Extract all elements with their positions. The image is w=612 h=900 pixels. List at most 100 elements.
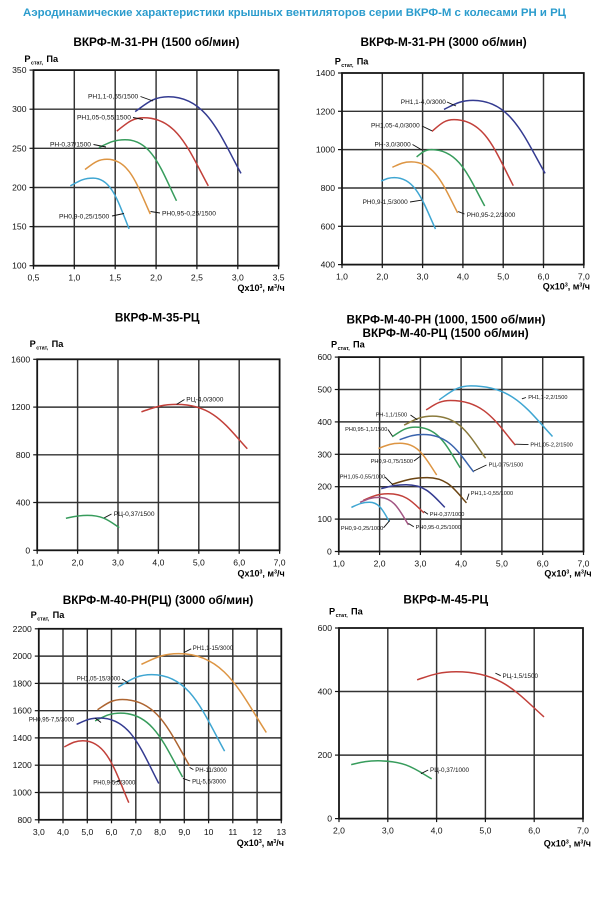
svg-text:2,0: 2,0 <box>376 272 388 282</box>
svg-text:Qx103, м3/ч: Qx103, м3/ч <box>544 839 591 849</box>
svg-text:400: 400 <box>16 498 31 508</box>
svg-text:1,5: 1,5 <box>109 273 121 283</box>
svg-text:1000: 1000 <box>13 788 32 798</box>
svg-text:5,0: 5,0 <box>479 826 491 836</box>
svg-text:РЦ-0,37/1000: РЦ-0,37/1000 <box>430 767 469 774</box>
svg-text:6,0: 6,0 <box>106 827 118 837</box>
svg-text:2000: 2000 <box>13 651 32 661</box>
svg-text:400: 400 <box>321 260 336 270</box>
svg-text:РН1,1-0,55/1500: РН1,1-0,55/1500 <box>88 93 139 100</box>
svg-text:0: 0 <box>327 814 332 824</box>
svg-text:РН1,05-0,55/1000: РН1,05-0,55/1000 <box>340 475 385 481</box>
svg-text:2,0: 2,0 <box>374 559 386 569</box>
svg-text:3,0: 3,0 <box>232 273 244 283</box>
svg-text:100: 100 <box>12 261 27 271</box>
svg-text:Qx103, м3/ч: Qx103, м3/ч <box>544 568 591 578</box>
svg-text:2,5: 2,5 <box>191 273 203 283</box>
svg-text:РН1,05-4,0/3000: РН1,05-4,0/3000 <box>371 123 420 130</box>
svg-text:12: 12 <box>252 827 262 837</box>
svg-text:0: 0 <box>25 545 30 555</box>
svg-text:РЦ-1,5/1500: РЦ-1,5/1500 <box>503 673 539 680</box>
svg-text:РН0,95-2,2/3000: РН0,95-2,2/3000 <box>467 212 516 219</box>
svg-text:11: 11 <box>228 827 237 837</box>
svg-text:ВКРФ-М-31-РН (1500 об/мин): ВКРФ-М-31-РН (1500 об/мин) <box>73 35 239 49</box>
svg-text:5,0: 5,0 <box>497 272 509 282</box>
svg-text:400: 400 <box>317 417 332 427</box>
svg-text:7,0: 7,0 <box>130 827 142 837</box>
svg-text:3,5: 3,5 <box>273 273 285 283</box>
svg-text:стат,: стат, <box>336 613 349 619</box>
svg-text:Qx103, м3/ч: Qx103, м3/ч <box>543 282 590 292</box>
svg-text:7,0: 7,0 <box>577 826 589 836</box>
svg-text:1600: 1600 <box>13 706 32 716</box>
svg-text:2,0: 2,0 <box>150 273 162 283</box>
svg-text:1200: 1200 <box>11 402 30 412</box>
svg-text:РЦ-5,5/3000: РЦ-5,5/3000 <box>192 779 226 785</box>
svg-text:400: 400 <box>318 687 333 697</box>
svg-text:4,0: 4,0 <box>455 559 467 569</box>
svg-text:6,0: 6,0 <box>537 559 549 569</box>
svg-text:1200: 1200 <box>316 106 335 116</box>
svg-text:5,0: 5,0 <box>496 559 508 569</box>
svg-text:7,0: 7,0 <box>274 557 286 567</box>
svg-text:Па: Па <box>357 57 370 67</box>
svg-text:2,0: 2,0 <box>72 557 84 567</box>
svg-text:P: P <box>335 57 341 67</box>
svg-text:1800: 1800 <box>13 678 32 688</box>
svg-text:Па: Па <box>351 607 364 617</box>
svg-text:Па: Па <box>46 54 59 64</box>
svg-text:3,0: 3,0 <box>382 826 394 836</box>
svg-text:1,0: 1,0 <box>31 557 43 567</box>
svg-text:ВКРФ-М-40-РН (1000, 1500 об/ми: ВКРФ-М-40-РН (1000, 1500 об/мин) <box>347 313 546 327</box>
svg-text:200: 200 <box>12 183 27 193</box>
svg-text:350: 350 <box>12 65 27 75</box>
svg-text:РН0,95-0,25/1500: РН0,95-0,25/1500 <box>162 210 216 217</box>
svg-text:РН1,05-0,55/1500: РН1,05-0,55/1500 <box>77 114 131 121</box>
svg-text:3,0: 3,0 <box>417 272 429 282</box>
svg-text:300: 300 <box>317 449 332 459</box>
svg-text:600: 600 <box>317 352 332 362</box>
svg-text:стат,: стат, <box>37 616 50 622</box>
svg-text:7,0: 7,0 <box>578 559 590 569</box>
svg-text:2200: 2200 <box>13 624 32 634</box>
svg-text:600: 600 <box>321 221 336 231</box>
svg-text:6,0: 6,0 <box>233 557 245 567</box>
svg-text:стат,: стат, <box>31 60 44 66</box>
svg-text:500: 500 <box>317 385 332 395</box>
svg-text:РН1,1-0,55/1000: РН1,1-0,55/1000 <box>471 491 513 497</box>
svg-text:8,0: 8,0 <box>154 827 166 837</box>
svg-text:1400: 1400 <box>316 68 335 78</box>
svg-text:5,0: 5,0 <box>81 827 93 837</box>
svg-text:ВКРФ-М-40-РН(РЦ) (3000 об/мин): ВКРФ-М-40-РН(РЦ) (3000 об/мин) <box>63 593 254 607</box>
svg-text:P: P <box>331 340 337 350</box>
svg-text:P: P <box>24 54 30 64</box>
svg-text:2,0: 2,0 <box>333 826 345 836</box>
svg-text:250: 250 <box>12 143 27 153</box>
svg-text:ВКРФ-М-31-РН (3000 об/мин): ВКРФ-М-31-РН (3000 об/мин) <box>361 35 527 49</box>
svg-text:100: 100 <box>317 514 332 524</box>
svg-text:Qx103, м3/ч: Qx103, м3/ч <box>237 838 284 848</box>
svg-text:13: 13 <box>277 827 287 837</box>
svg-text:РН0,9-0,25/1000: РН0,9-0,25/1000 <box>341 526 383 532</box>
svg-text:200: 200 <box>318 750 333 760</box>
svg-text:9,0: 9,0 <box>178 827 190 837</box>
svg-text:РН0,95-1,1/1500: РН0,95-1,1/1500 <box>345 427 387 433</box>
svg-text:РН-0,37/1000: РН-0,37/1000 <box>430 512 465 518</box>
svg-text:РН0,9-0,25/1500: РН0,9-0,25/1500 <box>59 213 110 220</box>
svg-text:ВКРФ-М-35-РЦ: ВКРФ-М-35-РЦ <box>115 311 200 325</box>
svg-text:1600: 1600 <box>11 354 30 364</box>
svg-text:Аэродинамические характеристик: Аэродинамические характеристики крышных … <box>23 7 567 19</box>
svg-text:Па: Па <box>52 339 65 349</box>
svg-text:800: 800 <box>16 450 31 460</box>
svg-text:Qx103, м3/ч: Qx103, м3/ч <box>237 283 284 293</box>
svg-text:200: 200 <box>317 482 332 492</box>
svg-text:РН1,1-4,0/3000: РН1,1-4,0/3000 <box>401 99 447 106</box>
svg-text:РН0,9-0,75/1500: РН0,9-0,75/1500 <box>371 459 413 465</box>
svg-text:P: P <box>30 339 36 349</box>
svg-text:РН-1,1/1500: РН-1,1/1500 <box>376 413 407 419</box>
svg-text:РН0,95-0,25/1000: РН0,95-0,25/1000 <box>416 525 461 531</box>
svg-text:РН0,9-5,5/3000: РН0,9-5,5/3000 <box>93 781 136 787</box>
svg-text:5,0: 5,0 <box>193 557 205 567</box>
svg-text:РЦ-0,75/1500: РЦ-0,75/1500 <box>489 463 524 469</box>
svg-text:0: 0 <box>327 547 332 557</box>
